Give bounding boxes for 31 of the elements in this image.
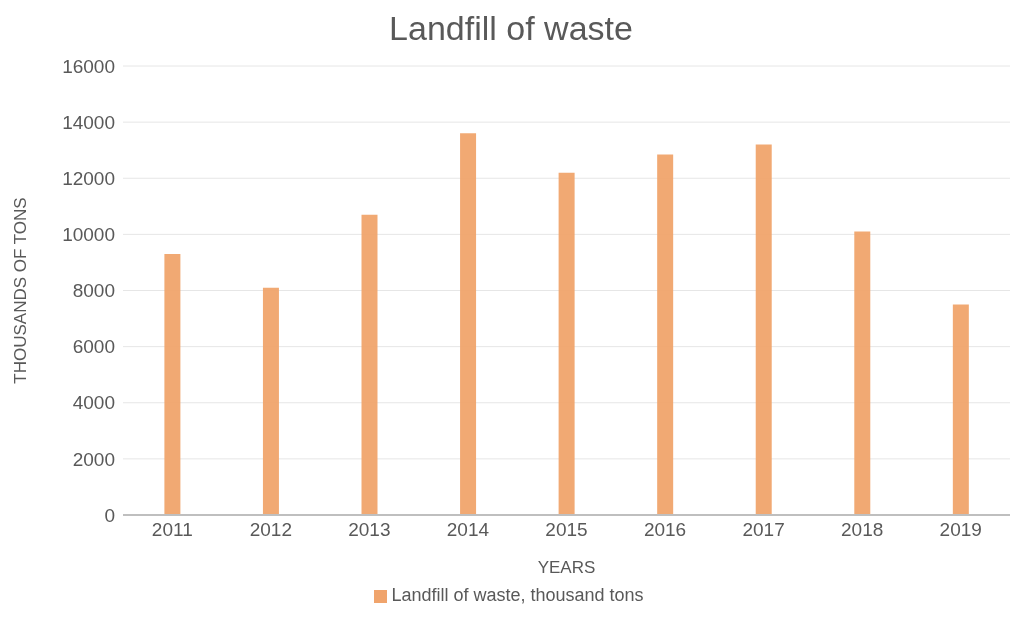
bar [262,287,279,515]
y-tick-label: 4000 [72,392,115,414]
y-tick-label: 10000 [62,224,115,246]
x-tick-label: 2017 [742,519,785,541]
x-tick-label: 2018 [841,519,884,541]
bar [854,231,871,515]
x-tick-label: 2012 [249,519,292,541]
bar [460,133,477,515]
x-tick-label: 2014 [446,519,490,541]
bar [755,144,772,515]
y-axis-title: THOUSANDS OF TONS [11,197,31,384]
x-tick-label: 2011 [151,519,193,541]
x-tick-label: 2015 [545,519,588,541]
y-tick-label: 8000 [72,280,115,302]
y-tick-label: 0 [104,504,115,526]
bar [657,154,674,515]
x-tick-label: 2013 [348,519,391,541]
bar [361,214,378,515]
bar [164,254,181,515]
chart-title: Landfill of waste [388,8,634,49]
y-tick-label: 12000 [62,167,115,189]
y-tick-label: 14000 [62,111,115,133]
y-tick-label: 2000 [72,448,115,470]
x-tick-label: 2016 [643,519,687,541]
y-tick-label: 16000 [62,55,115,77]
x-tick-label: 2019 [939,519,982,541]
bar [952,304,969,515]
x-axis-title: YEARS [537,558,596,577]
y-tick-label: 6000 [72,336,115,358]
bar [558,172,575,515]
legend-label: Landfill of waste, thousand tons [391,585,644,605]
